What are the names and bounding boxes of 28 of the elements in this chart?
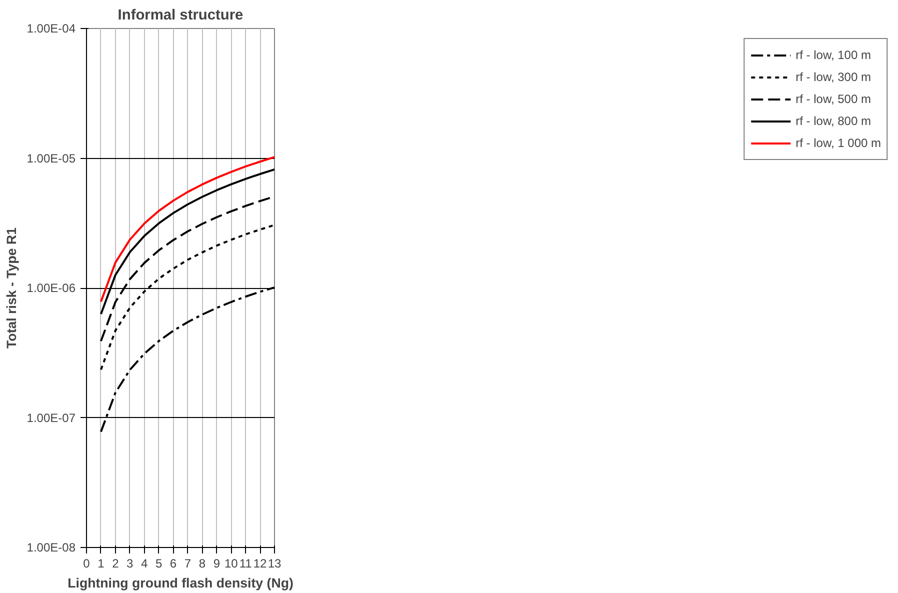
legend-label: rf - low, 1 000 m <box>796 136 881 150</box>
x-tick-label: 6 <box>170 556 177 570</box>
x-tick-label: 3 <box>126 556 134 570</box>
line-series <box>100 156 274 303</box>
y-axis-title: Total risk - Type R1 <box>4 226 19 348</box>
y-tick-label: 1.00E-04 <box>26 22 76 36</box>
legend-label: rf - low, 300 m <box>796 70 871 84</box>
x-tick-label: 12 <box>253 556 268 570</box>
x-tick-label: 7 <box>184 556 192 570</box>
x-tick-label: 2 <box>112 556 120 570</box>
x-tick-label: 5 <box>155 556 162 570</box>
legend-label: rf - low, 800 m <box>796 114 871 128</box>
y-tick-label: 1.00E-08 <box>26 540 76 554</box>
x-tick-label: 9 <box>213 556 220 570</box>
x-tick-label: 13 <box>268 556 282 570</box>
x-axis-title: Lightning ground flash density (Ng) <box>68 576 294 590</box>
y-tick-label: 1.00E-06 <box>26 281 76 295</box>
y-tick-label: 1.00E-05 <box>26 151 76 166</box>
x-tick-label: 8 <box>198 556 206 570</box>
legend-label: rf - low, 500 m <box>796 92 871 106</box>
x-tick-label: 11 <box>239 556 252 570</box>
x-tick-label: 0 <box>83 556 90 570</box>
x-tick-label: 1 <box>98 556 105 570</box>
x-tick-label: 10 <box>224 556 238 570</box>
x-tick-label: 4 <box>141 556 148 570</box>
legend-label: rf - low, 100 m <box>796 48 871 62</box>
y-tick-label: 1.00E-07 <box>26 410 76 425</box>
chart-title: Informal structure <box>118 8 244 24</box>
